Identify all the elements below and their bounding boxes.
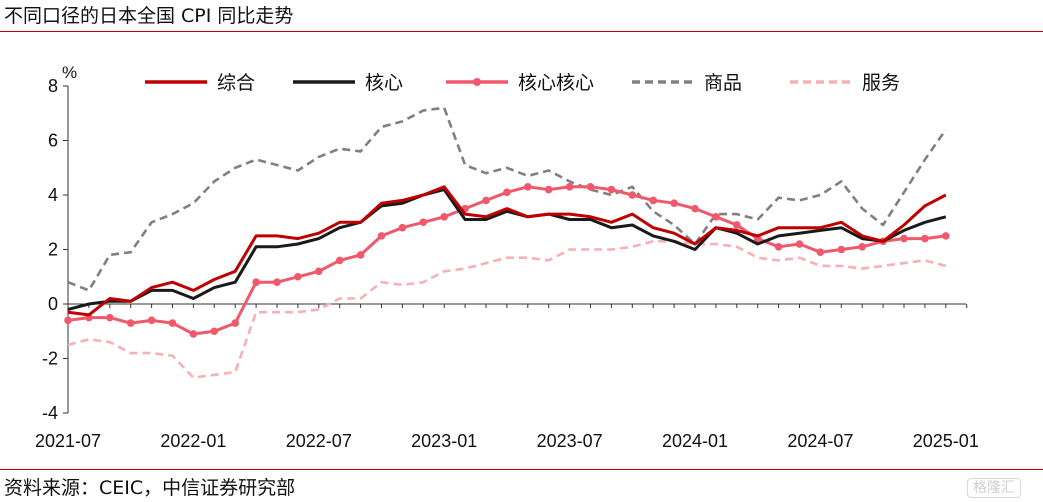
data-point bbox=[231, 319, 239, 327]
data-point bbox=[64, 316, 72, 325]
data-point bbox=[189, 330, 198, 338]
x-tick-label: 2023-07 bbox=[537, 431, 603, 451]
watermark: 格隆汇 bbox=[967, 478, 1021, 498]
data-point bbox=[524, 183, 532, 191]
data-point bbox=[733, 221, 741, 229]
data-point bbox=[837, 245, 846, 254]
series-line-3 bbox=[67, 106, 947, 292]
data-point bbox=[586, 183, 595, 191]
legend-label: 商品 bbox=[704, 72, 742, 94]
data-point bbox=[795, 240, 804, 248]
line-chart: -4 -2 0 2 4 6 8% 2021-07 2022-01 2022-07 2023-01 20… bbox=[35, 63, 979, 451]
data-point bbox=[858, 242, 866, 251]
bottom-rule bbox=[0, 469, 1043, 470]
data-point bbox=[544, 185, 553, 194]
data-point bbox=[900, 234, 908, 243]
y-unit-label: % bbox=[62, 63, 77, 82]
data-point bbox=[315, 267, 323, 276]
x-tick-label: 2025-01 bbox=[913, 431, 979, 451]
data-point bbox=[628, 191, 637, 199]
data-point bbox=[210, 327, 219, 336]
top-rule bbox=[0, 31, 1043, 32]
data-point bbox=[670, 199, 678, 207]
x-tick-label: 2022-01 bbox=[160, 431, 226, 451]
data-point bbox=[565, 183, 574, 191]
data-point bbox=[482, 196, 490, 205]
data-point bbox=[106, 313, 114, 322]
data-point bbox=[503, 188, 511, 197]
data-point bbox=[691, 204, 699, 213]
y-tick-label: 2 bbox=[48, 240, 58, 260]
source-note: 资料来源：CEIC，中信证券研究部 bbox=[4, 477, 296, 499]
data-point bbox=[607, 185, 616, 194]
y-tick-label: 6 bbox=[48, 131, 58, 151]
x-tick-label: 2022-07 bbox=[286, 431, 352, 451]
data-point bbox=[147, 316, 156, 325]
legend-label: 核心 bbox=[365, 72, 403, 94]
data-point bbox=[712, 213, 720, 221]
legend-label: 核心核心 bbox=[518, 72, 594, 94]
data-point bbox=[294, 272, 302, 281]
series-line-0 bbox=[67, 185, 947, 317]
data-point bbox=[440, 213, 449, 221]
chart-legend: 综合 核心 核心核心 商品 服务 bbox=[145, 72, 900, 94]
series-line-1 bbox=[67, 188, 947, 311]
y-tick-label: -4 bbox=[42, 403, 58, 423]
data-point bbox=[252, 278, 260, 287]
data-point bbox=[921, 234, 929, 243]
y-tick-label: 0 bbox=[48, 294, 58, 314]
y-tick-label: -2 bbox=[42, 349, 58, 369]
data-point bbox=[335, 256, 344, 265]
x-tick-label: 2024-07 bbox=[787, 431, 853, 451]
data-point bbox=[168, 319, 177, 327]
data-point bbox=[942, 232, 950, 240]
chart-axes: -4 -2 0 2 4 6 8% 2021-07 2022-01 2022-07 2023-01 20… bbox=[35, 63, 979, 451]
data-point bbox=[419, 218, 428, 227]
series-layer bbox=[64, 106, 950, 379]
x-tick-label: 2023-01 bbox=[411, 431, 477, 451]
legend-label: 综合 bbox=[217, 72, 255, 94]
legend-label: 服务 bbox=[862, 72, 900, 94]
data-point bbox=[816, 248, 825, 257]
x-tick-label: 2021-07 bbox=[35, 431, 101, 451]
legend-marker bbox=[473, 78, 481, 86]
data-point bbox=[273, 278, 281, 287]
data-point bbox=[126, 319, 135, 327]
x-tick-label: 2024-01 bbox=[662, 431, 728, 451]
data-point bbox=[377, 232, 386, 240]
data-point bbox=[356, 251, 365, 259]
series-line-4 bbox=[67, 240, 947, 379]
y-tick-label: 8 bbox=[48, 76, 58, 96]
data-point bbox=[774, 242, 783, 251]
data-point bbox=[649, 196, 657, 205]
chart-title: 不同口径的日本全国 CPI 同比走势 bbox=[4, 5, 294, 27]
data-point bbox=[398, 223, 407, 232]
y-tick-label: 4 bbox=[48, 185, 58, 205]
